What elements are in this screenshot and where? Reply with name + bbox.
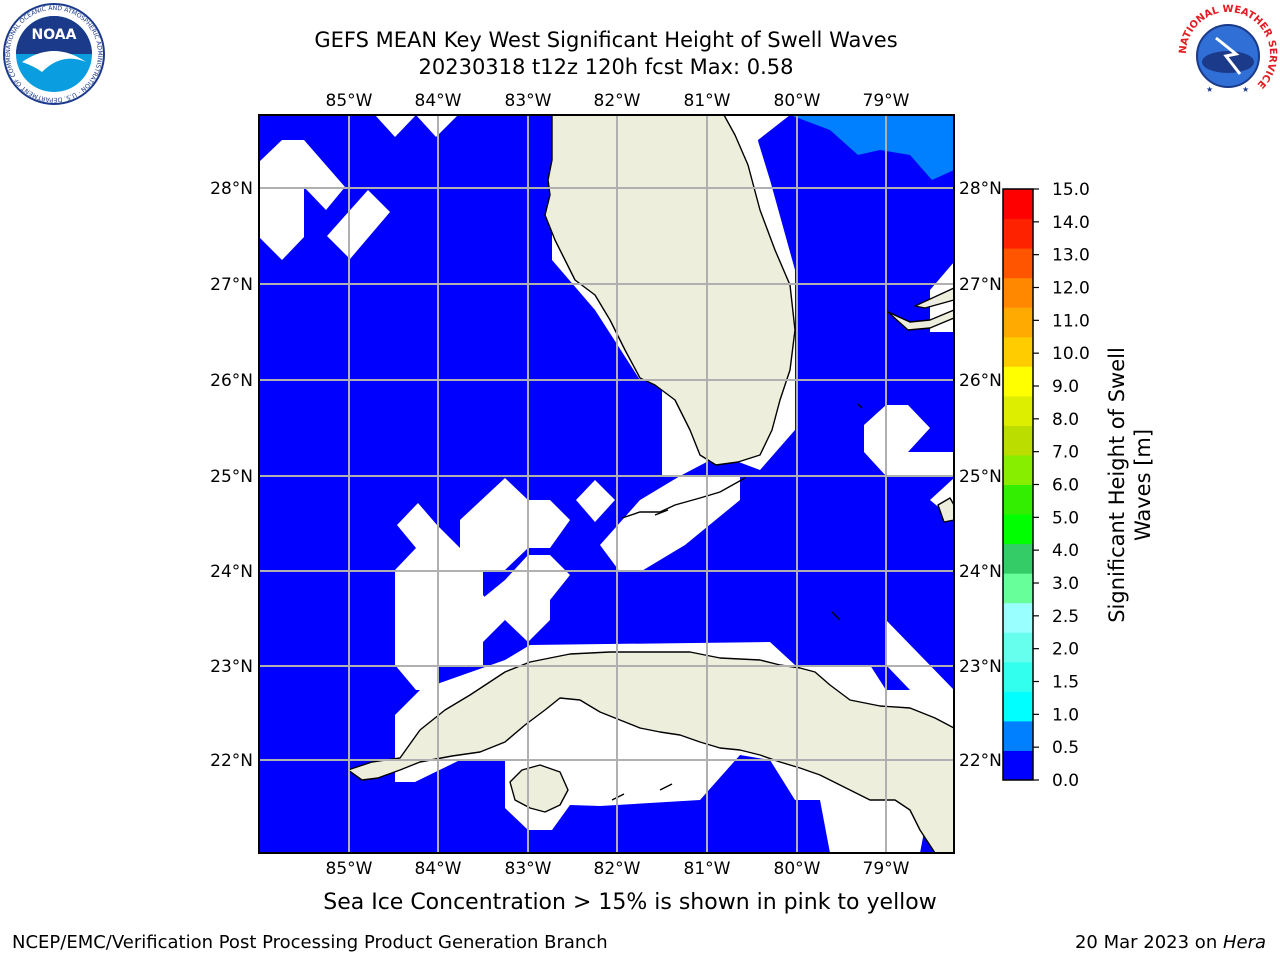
lat-label: 26°N bbox=[210, 371, 253, 391]
colorbar-block bbox=[1003, 661, 1033, 692]
isla-de-la-juventud bbox=[509, 764, 569, 813]
colorbar-block bbox=[1003, 189, 1033, 220]
footer-date: 20 Mar 2023 on Hera bbox=[1075, 932, 1266, 953]
colorbar-tick-label: 14.0 bbox=[1052, 213, 1090, 233]
lat-label: 25°N bbox=[959, 467, 1002, 487]
lat-labels-left: 28°N 27°N 26°N 25°N 24°N 23°N 22°N bbox=[210, 179, 253, 771]
cuba bbox=[347, 651, 955, 854]
colorbar-block bbox=[1003, 366, 1033, 397]
colorbar-block bbox=[1003, 218, 1033, 249]
lon-label: 82°W bbox=[594, 859, 641, 879]
lat-label: 27°N bbox=[210, 275, 253, 295]
lat-label: 25°N bbox=[210, 467, 253, 487]
lat-label: 28°N bbox=[210, 179, 253, 199]
colorbar-tick-label: 3.0 bbox=[1052, 574, 1079, 594]
land-areas bbox=[347, 114, 955, 854]
colorbar-block bbox=[1003, 395, 1033, 426]
colorbar-tick-label: 2.0 bbox=[1052, 640, 1079, 660]
colorbar-block bbox=[1003, 750, 1033, 781]
lon-label: 83°W bbox=[505, 859, 552, 879]
lon-labels-bottom: 85°W 84°W 83°W 82°W 81°W 80°W 79°W bbox=[326, 859, 910, 879]
lat-label: 23°N bbox=[210, 657, 253, 677]
lon-label: 84°W bbox=[415, 859, 462, 879]
lon-label: 84°W bbox=[415, 91, 462, 111]
map-frame bbox=[258, 114, 955, 854]
colorbar-blocks bbox=[1003, 189, 1033, 781]
sea-ice-note: Sea Ice Concentration > 15% is shown in … bbox=[323, 890, 937, 915]
colorbar-block bbox=[1003, 454, 1033, 485]
lon-label: 80°W bbox=[774, 91, 821, 111]
colorbar: 0.0 0.5 1.0 1.5 2.0 2.5 3.0 4.0 5.0 6.0 7.0 8.0 9.0 1… bbox=[1002, 180, 1155, 791]
colorbar-tick-label: 4.0 bbox=[1052, 541, 1079, 561]
colorbar-block bbox=[1003, 543, 1033, 574]
colorbar-block bbox=[1003, 336, 1033, 367]
lat-label: 27°N bbox=[959, 275, 1002, 295]
lon-label: 82°W bbox=[594, 91, 641, 111]
colorbar-label-line2: Waves [m] bbox=[1131, 429, 1155, 541]
colorbar-tick-label: 12.0 bbox=[1052, 279, 1090, 299]
colorbar-block bbox=[1003, 248, 1033, 279]
lat-label: 24°N bbox=[210, 562, 253, 582]
chart-title-line1: GEFS MEAN Key West Significant Height of… bbox=[314, 28, 898, 52]
lat-label: 24°N bbox=[959, 562, 1002, 582]
footer-date-text: 20 Mar 2023 on bbox=[1074, 932, 1223, 953]
lat-label: 22°N bbox=[959, 751, 1002, 771]
colorbar-block bbox=[1003, 514, 1033, 545]
lon-label: 85°W bbox=[326, 91, 373, 111]
colorbar-label-line1: Significant Height of Swell bbox=[1105, 347, 1129, 623]
colorbar-block bbox=[1003, 484, 1033, 515]
colorbar-tick-label: 11.0 bbox=[1052, 311, 1090, 331]
lon-label: 81°W bbox=[684, 859, 731, 879]
florida-peninsula bbox=[544, 114, 796, 466]
colorbar-tick-label: 0.0 bbox=[1052, 771, 1079, 791]
lat-label: 22°N bbox=[210, 751, 253, 771]
colorbar-tick-label: 15.0 bbox=[1052, 180, 1090, 200]
noaa-logo: NATIONAL OCEANIC AND ATMOSPHERIC ADMINIS… bbox=[2, 2, 105, 105]
colorbar-block bbox=[1003, 277, 1033, 308]
colorbar-tick-label: 0.5 bbox=[1052, 738, 1079, 758]
lon-label: 85°W bbox=[326, 859, 373, 879]
lat-label: 26°N bbox=[959, 371, 1002, 391]
nws-logo: NATIONAL WEATHER SERVICE ★ ★ bbox=[1178, 4, 1278, 104]
colorbar-tick-label: 1.5 bbox=[1052, 673, 1079, 693]
lon-label: 79°W bbox=[863, 859, 910, 879]
colorbar-tick-label: 2.5 bbox=[1052, 607, 1079, 627]
colorbar-block bbox=[1003, 573, 1033, 604]
florida-keys bbox=[611, 403, 863, 801]
lat-label: 23°N bbox=[959, 657, 1002, 677]
lon-label: 83°W bbox=[505, 91, 552, 111]
lon-label: 81°W bbox=[684, 91, 731, 111]
colorbar-tick-label: 6.0 bbox=[1052, 476, 1079, 496]
colorbar-tick-label: 9.0 bbox=[1052, 377, 1079, 397]
colorbar-block bbox=[1003, 602, 1033, 633]
colorbar-tick-label: 1.0 bbox=[1052, 705, 1079, 725]
lat-label: 28°N bbox=[959, 179, 1002, 199]
footer-branch: NCEP/EMC/Verification Post Processing Pr… bbox=[12, 932, 608, 953]
lon-labels-top: 85°W 84°W 83°W 82°W 81°W 80°W 79°W bbox=[326, 91, 910, 111]
colorbar-ticks: 0.0 0.5 1.0 1.5 2.0 2.5 3.0 4.0 5.0 6.0 7.0 8.0 9.0 1… bbox=[1033, 180, 1090, 791]
colorbar-tick-label: 10.0 bbox=[1052, 344, 1090, 364]
svg-text:★: ★ bbox=[1206, 85, 1213, 94]
colorbar-block bbox=[1003, 632, 1033, 663]
colorbar-block bbox=[1003, 691, 1033, 722]
swell-patch-light bbox=[790, 115, 954, 180]
colorbar-block bbox=[1003, 425, 1033, 456]
lat-labels-right: 28°N 27°N 26°N 25°N 24°N 23°N 22°N bbox=[959, 179, 1002, 771]
colorbar-block bbox=[1003, 720, 1033, 751]
colorbar-tick-label: 13.0 bbox=[1052, 246, 1090, 266]
lon-label: 79°W bbox=[863, 91, 910, 111]
chart-title-line2: 20230318 t12z 120h fcst Max: 0.58 bbox=[418, 55, 794, 79]
footer-host: Hera bbox=[1222, 932, 1266, 953]
colorbar-tick-label: 5.0 bbox=[1052, 508, 1079, 528]
svg-text:★: ★ bbox=[1242, 85, 1249, 94]
colorbar-tick-label: 8.0 bbox=[1052, 410, 1079, 430]
lon-label: 80°W bbox=[774, 859, 821, 879]
colorbar-block bbox=[1003, 307, 1033, 338]
map-gridlines bbox=[259, 115, 954, 853]
colorbar-tick-label: 7.0 bbox=[1052, 443, 1079, 463]
noaa-logo-text: NOAA bbox=[32, 27, 77, 43]
